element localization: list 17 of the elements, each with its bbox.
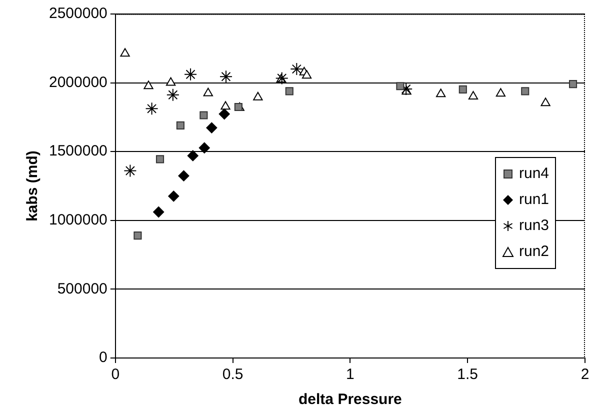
x-tick-label: 2	[580, 366, 590, 384]
y-tick-label: 2500000	[48, 5, 108, 22]
x-tick-label: 1	[346, 366, 354, 384]
legend-label: run2	[519, 243, 550, 260]
x-axis-title: delta Pressure	[298, 391, 402, 408]
y-axis-title: kabs (md)	[24, 150, 42, 222]
legend-label: run4	[519, 165, 550, 182]
x-tick-label: 0	[111, 366, 120, 384]
y-tick-label: 1500000	[48, 142, 108, 160]
y-tick-label: 1000000	[48, 212, 108, 229]
y-tick-label: 0	[99, 349, 108, 366]
x-tick-label: 1.5	[457, 366, 478, 384]
y-tick-label: 2000000	[48, 74, 108, 91]
legend-label: run3	[519, 217, 550, 234]
y-tick-label: 500000	[57, 280, 108, 298]
x-tick-label: 0.5	[222, 366, 244, 384]
legend-label: run1	[519, 191, 550, 208]
